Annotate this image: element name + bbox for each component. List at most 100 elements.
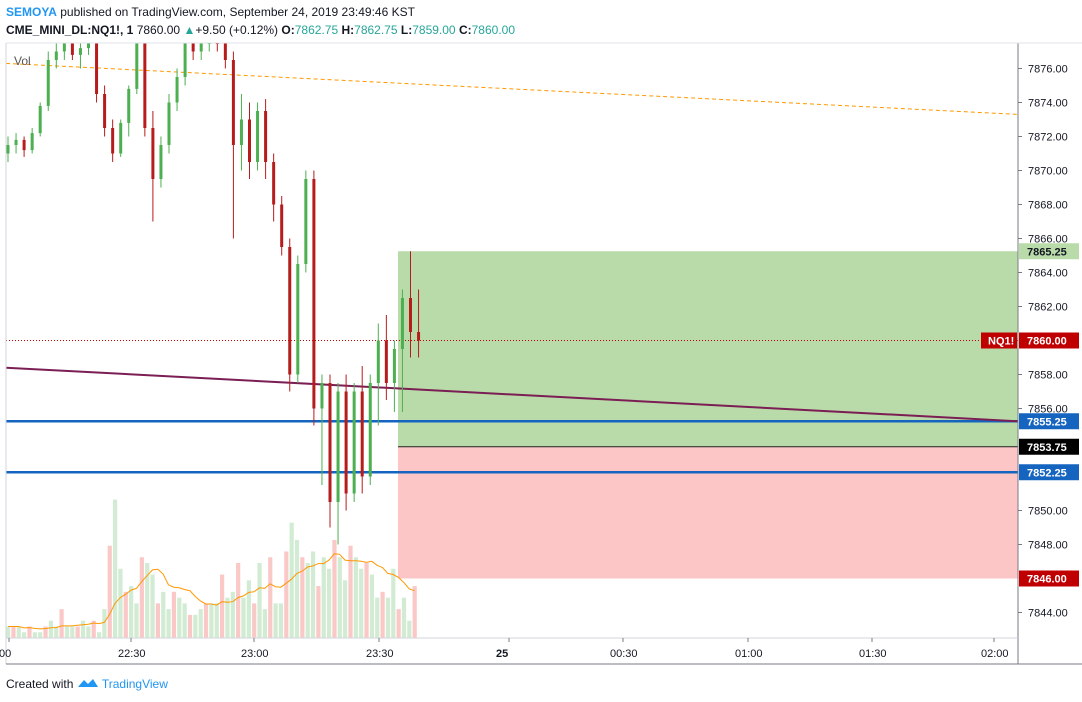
volume-bar <box>236 563 241 638</box>
volume-bar <box>22 632 27 638</box>
volume-bar <box>203 603 209 638</box>
symbol-label: CME_MINI_DL:NQ1!, 1 <box>6 23 134 37</box>
candle-body <box>111 128 115 154</box>
profit-zone <box>398 251 1018 447</box>
volume-bar <box>391 568 396 638</box>
volume-bar <box>252 603 257 638</box>
time-tick-label: 25 <box>496 648 508 660</box>
candle-body <box>119 122 123 154</box>
volume-bar <box>401 597 407 638</box>
volume-bar <box>91 620 96 638</box>
price-label-box <box>1019 243 1079 260</box>
candle-body <box>14 139 18 145</box>
volume-bar <box>96 632 102 638</box>
open-label: O: <box>281 23 295 37</box>
candle-body <box>223 43 227 60</box>
volume-bar <box>107 545 112 638</box>
price-label-text: 7846.00 <box>1027 574 1067 586</box>
volume-bar <box>32 632 37 638</box>
volume-bar <box>198 609 203 638</box>
position-zones <box>398 251 1018 579</box>
volume-bar <box>220 574 225 638</box>
price-tick-label: 7868.00 <box>1028 200 1068 212</box>
tradingview-link[interactable]: TradingView <box>101 677 168 691</box>
volume-bar <box>59 609 64 638</box>
time-tick-label: 01:30 <box>859 648 887 660</box>
volume-label: Vol <box>14 54 31 68</box>
volume-bar <box>150 574 155 638</box>
candle-body <box>360 391 364 477</box>
low-value: 7859.00 <box>412 23 456 37</box>
candle-body <box>103 94 107 128</box>
volume-bar <box>343 580 348 638</box>
volume-bar <box>214 603 219 638</box>
volume-bar <box>80 620 86 638</box>
volume-bar <box>123 591 128 638</box>
author-name[interactable]: SEMOYA <box>6 5 57 19</box>
candle-body <box>143 43 147 128</box>
candle-body <box>191 43 195 52</box>
volume-bar <box>102 609 107 638</box>
candle-body <box>6 145 10 154</box>
candle-body <box>384 340 388 383</box>
open-value: 7862.75 <box>294 23 339 37</box>
volume-bar <box>241 597 246 638</box>
volume-bar <box>155 603 160 638</box>
volume-bar <box>332 539 337 638</box>
candle-body <box>288 247 292 375</box>
price-tick-label: 7850.00 <box>1028 506 1068 518</box>
volume-bar <box>193 614 198 638</box>
volume-bar <box>284 551 289 638</box>
volume-bar <box>64 626 70 638</box>
price-label-box <box>1019 413 1079 430</box>
volume-bar <box>316 586 321 638</box>
time-tick-label: 23:00 <box>241 648 269 660</box>
price-tick-label: 7876.00 <box>1028 64 1068 76</box>
volume-bar <box>209 603 214 638</box>
volume-bar <box>327 568 332 638</box>
volume-bar <box>75 626 80 638</box>
volume-bar <box>273 603 278 638</box>
candle-body <box>183 43 187 77</box>
volume-bar <box>171 591 177 638</box>
footer: Created with TradingView <box>6 677 168 691</box>
high-value: 7862.75 <box>354 23 398 37</box>
volume-bar <box>43 626 48 638</box>
candle-body <box>38 105 42 134</box>
volume-bar <box>6 626 11 638</box>
candle-body <box>256 111 260 162</box>
volume-bar <box>166 609 171 638</box>
time-tick-label: 01:00 <box>735 648 763 660</box>
resistance-dashed-line <box>5 62 1019 115</box>
candle-body <box>376 340 380 383</box>
volume-bar <box>375 597 380 638</box>
candle-body <box>95 43 99 94</box>
volume-bar <box>407 620 412 638</box>
drawing-lines[interactable] <box>5 62 1019 474</box>
price-tick-label: 7858.00 <box>1028 370 1068 382</box>
candle-body <box>272 162 276 205</box>
candle-body <box>248 119 251 162</box>
price-tick-label: 7844.00 <box>1028 608 1068 620</box>
volume-bar <box>337 557 342 638</box>
candle-body <box>135 43 139 89</box>
time-tick-label: 02:00 <box>981 648 1009 660</box>
candle-body <box>151 128 155 179</box>
loss-zone <box>398 446 1018 579</box>
volume-bar <box>348 545 353 638</box>
volume-bar <box>300 557 305 638</box>
volume-bar <box>38 632 43 638</box>
change-value: +9.50 (+0.12%) <box>195 23 279 37</box>
close-label: C: <box>458 23 472 37</box>
published-text: published on TradingView.com, September … <box>56 5 415 19</box>
price-tick-label: 7870.00 <box>1028 166 1068 178</box>
price-tick-label: 7866.00 <box>1028 234 1068 246</box>
volume-bar <box>230 591 235 638</box>
volume-bar <box>145 563 150 638</box>
volume-bar <box>16 626 21 638</box>
volume-bar <box>257 563 262 638</box>
candle-body <box>70 43 74 55</box>
trend-line <box>5 366 1019 423</box>
created-with-text: Created with <box>6 677 74 691</box>
